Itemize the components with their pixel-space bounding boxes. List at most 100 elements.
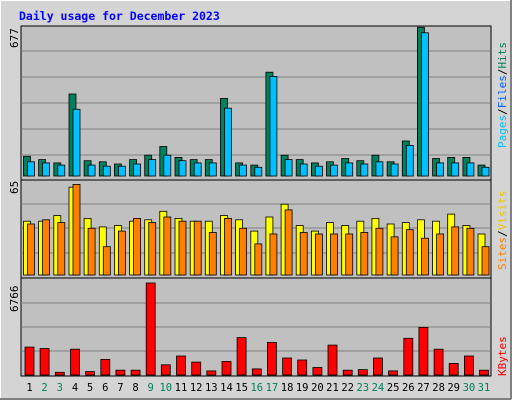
files-bar-day-16 <box>254 166 263 177</box>
files-bar-day-27 <box>420 32 429 177</box>
files-bar-day-23 <box>360 163 369 177</box>
chart-title: Daily usage for December 2023 <box>19 9 220 23</box>
visits-sites-bars <box>23 183 490 276</box>
kbytes-bar-day-9 <box>145 282 156 376</box>
files-bar-day-1 <box>27 161 35 177</box>
files-bar-day-12 <box>193 162 202 177</box>
legend-files: Files <box>496 75 509 108</box>
x-tick-label-20: 20 <box>311 382 324 394</box>
files-bar-day-6 <box>102 165 111 177</box>
kbytes-bar-day-20 <box>312 367 323 376</box>
kbytes-bar-day-1 <box>24 346 35 376</box>
kbytes-bar-day-27 <box>418 326 429 376</box>
files-bar-day-4 <box>72 108 81 177</box>
sites-bar-day-10 <box>163 216 172 276</box>
kbytes-bar-day-2 <box>39 348 50 376</box>
x-tick-label-11: 11 <box>175 382 188 394</box>
x-tick-label-9: 9 <box>148 382 154 394</box>
x-tick-label-30: 30 <box>463 382 476 394</box>
files-bar-day-14 <box>224 107 232 177</box>
sites-bar-day-16 <box>254 243 263 276</box>
kbytes-bar-day-24 <box>372 357 383 376</box>
sites-bar-day-18 <box>284 209 293 276</box>
files-bar-day-8 <box>133 163 142 177</box>
files-bar-day-10 <box>163 154 172 177</box>
files-bar-day-9 <box>148 159 157 177</box>
x-tick-label-12: 12 <box>190 382 203 394</box>
sites-bar-day-19 <box>299 232 308 276</box>
sites-bar-day-24 <box>375 227 384 276</box>
x-tick-label-2: 2 <box>41 382 47 394</box>
x-tick-label-7: 7 <box>117 382 123 394</box>
files-bar-day-2 <box>42 162 50 177</box>
sites-bar-day-28 <box>436 233 445 276</box>
files-bar-day-18 <box>284 159 293 177</box>
legend-sep-3: / <box>496 230 509 237</box>
sites-bar-day-1 <box>27 223 35 276</box>
sites-bar-day-26 <box>405 229 414 276</box>
legend-kbytes: KBytes <box>496 336 509 376</box>
kbytes-bar-day-7 <box>115 369 126 376</box>
sites-bar-day-29 <box>451 226 460 276</box>
hits-files-bars <box>23 26 490 177</box>
files-bar-day-7 <box>118 165 126 177</box>
kbytes-bar-day-26 <box>403 337 414 376</box>
x-tick-label-14: 14 <box>220 382 233 394</box>
files-bar-day-20 <box>314 165 323 177</box>
sites-bar-day-25 <box>390 236 399 276</box>
kbytes-bar-day-28 <box>433 348 444 376</box>
legend-visits: Visits <box>496 191 509 231</box>
kbytes-bar-day-29 <box>448 362 459 376</box>
sites-bar-day-23 <box>360 232 369 276</box>
x-tick-label-10: 10 <box>159 382 172 394</box>
kbytes-bar-day-10 <box>160 364 171 376</box>
kbytes-bar-day-8 <box>130 369 141 376</box>
kbytes-bar-day-4 <box>70 348 80 376</box>
kbytes-bar-day-19 <box>297 359 308 376</box>
files-bar-day-25 <box>390 163 399 177</box>
legend-pages: Pages <box>496 115 509 148</box>
x-tick-label-21: 21 <box>326 382 339 394</box>
kbytes-axis-max: 6766 <box>8 286 21 313</box>
x-tick-label-19: 19 <box>296 382 309 394</box>
x-tick-label-24: 24 <box>372 382 385 394</box>
x-tick-label-8: 8 <box>132 382 138 394</box>
kbytes-bar-day-31 <box>479 369 489 376</box>
x-tick-label-28: 28 <box>432 382 445 394</box>
kbytes-bar-day-25 <box>388 370 399 376</box>
files-bar-day-5 <box>87 164 96 177</box>
visits-axis-max: 65 <box>8 181 21 194</box>
files-bar-day-3 <box>57 164 66 177</box>
sites-bar-day-5 <box>87 227 96 276</box>
files-bar-day-30 <box>466 162 475 177</box>
legend-sites: Sites <box>496 237 509 270</box>
files-bar-day-17 <box>269 76 278 177</box>
files-bar-day-13 <box>208 162 217 177</box>
kbytes-bar-day-17 <box>266 341 277 376</box>
kbytes-bar-day-3 <box>54 371 65 376</box>
files-bar-day-31 <box>481 166 490 177</box>
kbytes-bar-day-6 <box>100 358 111 376</box>
legend-sep-2: / <box>496 69 509 76</box>
kbytes-bars <box>24 282 489 376</box>
kbytes-bar-day-15 <box>236 337 247 376</box>
sites-bar-day-8 <box>133 217 142 276</box>
x-tick-label-16: 16 <box>250 382 263 394</box>
hits-axis-max: 677 <box>8 28 21 48</box>
legend-middle: Sites/Visits <box>496 191 509 271</box>
x-tick-label-5: 5 <box>87 382 93 394</box>
files-bar-day-19 <box>299 163 308 177</box>
kbytes-bar-day-16 <box>251 368 262 376</box>
sites-bar-day-11 <box>178 220 187 276</box>
legend-top: Pages/Files/Hits <box>496 42 509 148</box>
kbytes-bar-day-14 <box>221 360 232 376</box>
sites-bar-day-30 <box>466 227 475 276</box>
x-tick-label-17: 17 <box>266 382 279 394</box>
x-tick-label-27: 27 <box>417 382 430 394</box>
legend-hits: Hits <box>496 42 509 69</box>
sites-bar-day-13 <box>208 232 217 276</box>
kbytes-bar-day-13 <box>206 370 217 376</box>
x-tick-label-15: 15 <box>235 382 248 394</box>
sites-bar-day-3 <box>57 222 66 276</box>
